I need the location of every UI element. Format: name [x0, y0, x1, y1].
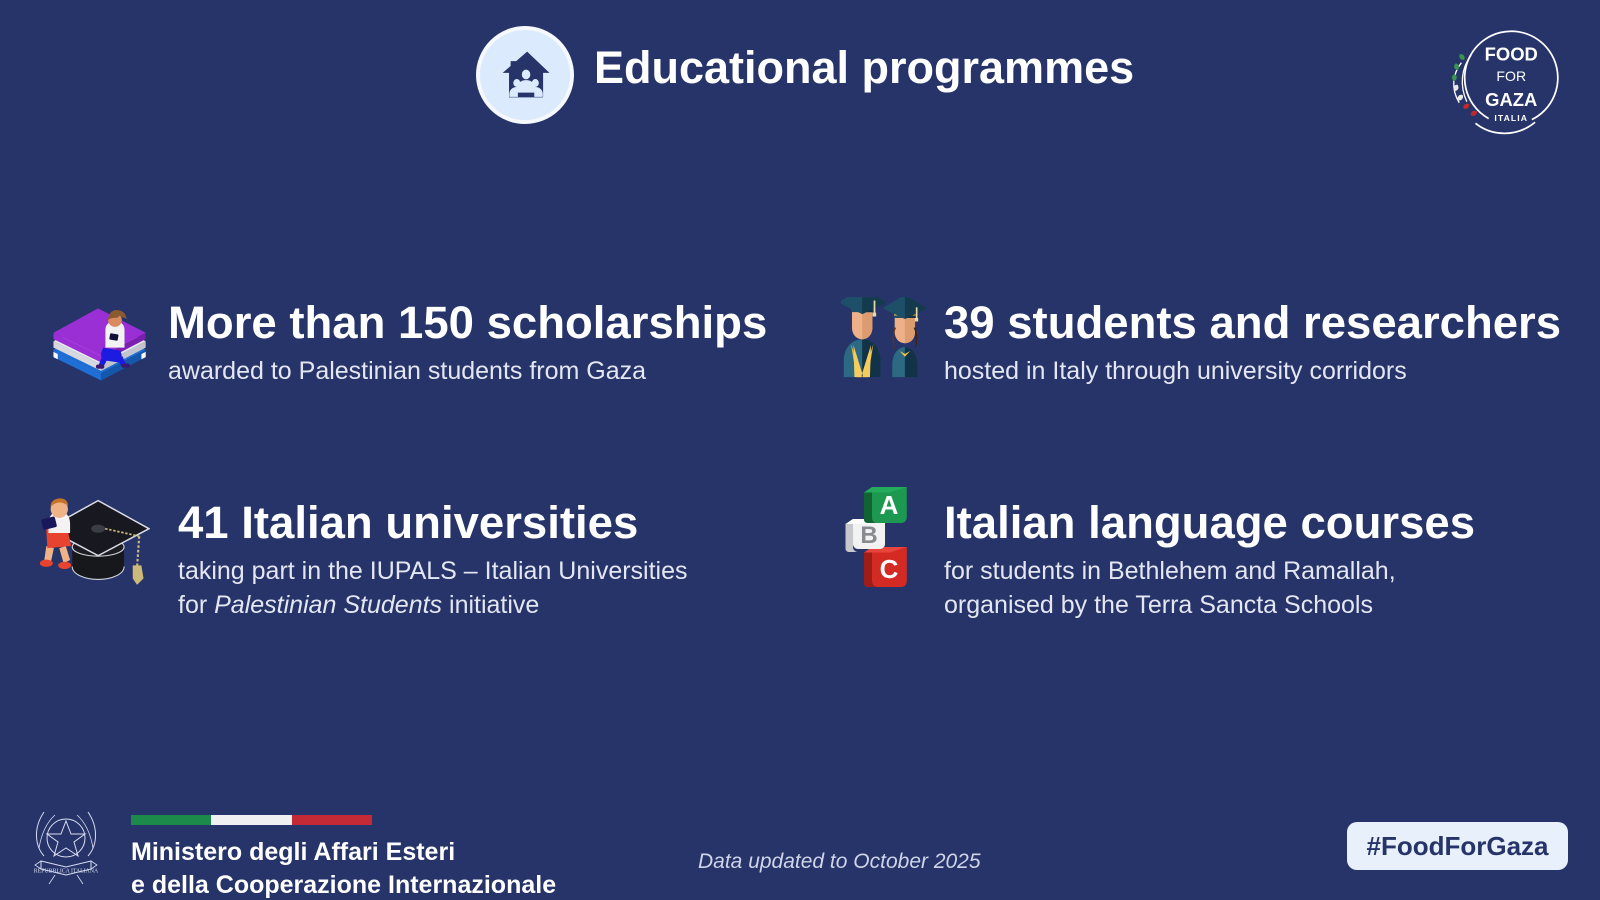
- svg-text:FOR: FOR: [1496, 68, 1526, 84]
- svg-text:B: B: [860, 522, 877, 549]
- svg-text:REPUBBLICA ITALIANA: REPUBBLICA ITALIANA: [34, 869, 99, 875]
- svg-text:FOOD: FOOD: [1485, 44, 1538, 65]
- svg-text:ITALIA: ITALIA: [1494, 113, 1528, 123]
- svg-text:C: C: [880, 554, 899, 584]
- svg-text:GAZA: GAZA: [1485, 89, 1537, 110]
- svg-text:A: A: [880, 490, 899, 520]
